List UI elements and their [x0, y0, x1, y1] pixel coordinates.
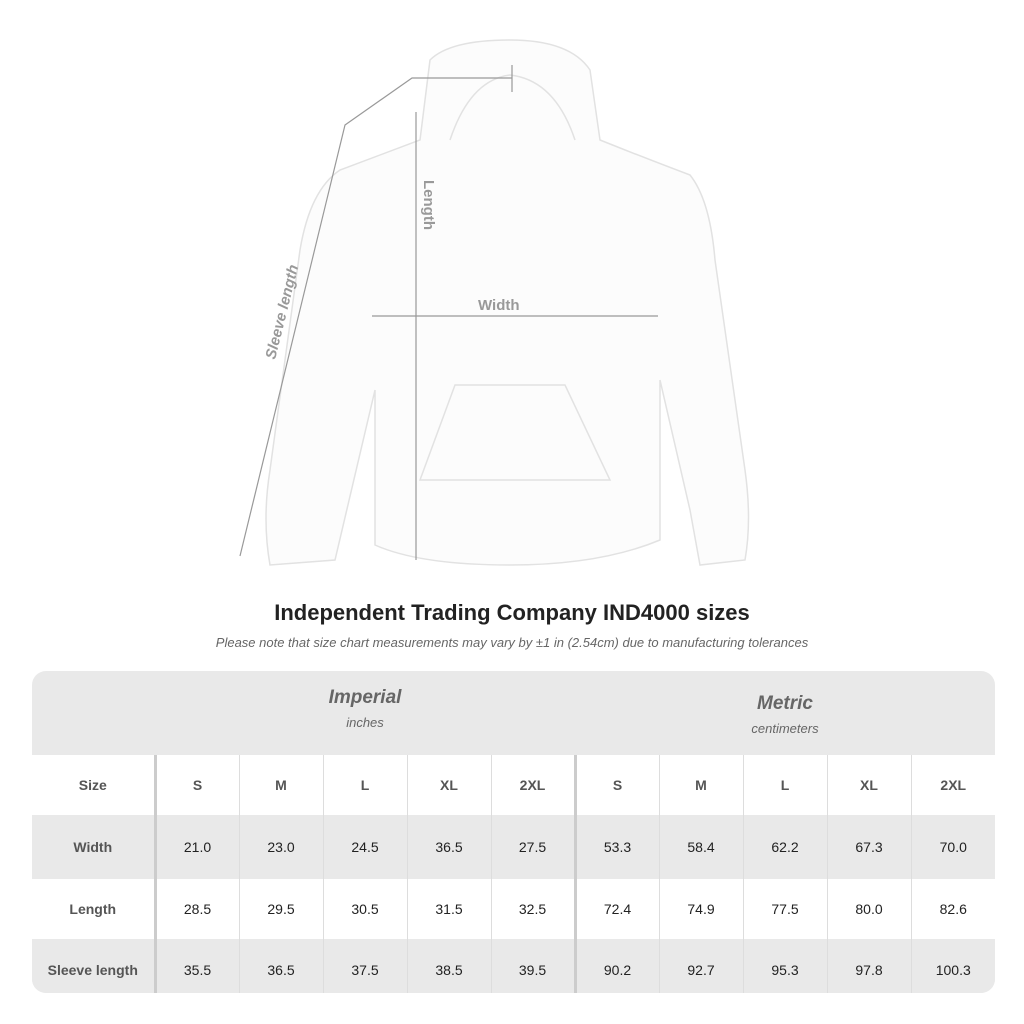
metric-cell: 77.5 — [742, 879, 827, 939]
imperial-cell: 31.5 — [406, 879, 491, 939]
size-header-row: Size S M L XL 2XL S M L XL 2XL — [32, 755, 995, 815]
row-label: Length — [32, 879, 157, 939]
metric-cell: 62.2 — [742, 815, 827, 879]
row-label: Width — [32, 815, 157, 879]
imperial-cell: 32.5 — [490, 879, 575, 939]
metric-unit: centimeters — [751, 721, 819, 736]
hoodie-diagram: Length Width Sleeve length — [239, 39, 750, 566]
imperial-cell: 36.5 — [406, 815, 491, 879]
imperial-cell: 38.5 — [406, 939, 491, 993]
page-title: Independent Trading Company IND4000 size… — [274, 600, 750, 625]
metric-cell: 67.3 — [826, 815, 911, 879]
row-label: Sleeve length — [32, 939, 157, 993]
metric-title: Metric — [757, 693, 813, 714]
metric-cell: 80.0 — [826, 879, 911, 939]
metric-cell: 58.4 — [658, 815, 743, 879]
table-row: Length 28.5 29.5 30.5 31.5 32.5 72.4 74.9 77.5 80… — [32, 879, 995, 939]
metric-cell: 72.4 — [573, 879, 659, 939]
size-grid: Size S M L XL 2XL S M L XL 2XL Width 21.0 23.0 24.5 36.… — [32, 755, 995, 993]
table-row: Width 21.0 23.0 24.5 36.5 27.5 53.3 58.4 62.2 67.… — [32, 815, 995, 879]
width-label: Width — [478, 297, 520, 314]
imperial-cell: 30.5 — [322, 879, 407, 939]
size-metric-XL: XL — [826, 755, 911, 815]
metric-cell: 100.3 — [910, 939, 995, 993]
imperial-cell: 27.5 — [490, 815, 575, 879]
metric-header: Metric centimeters — [575, 693, 995, 736]
size-imperial-2XL: 2XL — [490, 755, 575, 815]
imperial-unit: inches — [346, 715, 384, 730]
page-subtitle: Please note that size chart measurements… — [215, 635, 809, 650]
imperial-cell: 36.5 — [238, 939, 323, 993]
hoodie-hood-opening — [449, 74, 576, 141]
metric-cell: 95.3 — [742, 939, 827, 993]
size-imperial-L: L — [322, 755, 407, 815]
imperial-cell: 23.0 — [238, 815, 323, 879]
size-label: Size — [32, 755, 157, 815]
size-metric-S: S — [573, 755, 659, 815]
size-metric-2XL: 2XL — [910, 755, 995, 815]
size-metric-M: M — [658, 755, 743, 815]
imperial-title: Imperial — [328, 687, 402, 708]
metric-cell: 70.0 — [910, 815, 995, 879]
size-imperial-XL: XL — [406, 755, 491, 815]
imperial-cell: 28.5 — [154, 879, 239, 939]
size-imperial-S: S — [154, 755, 239, 815]
size-imperial-M: M — [238, 755, 323, 815]
hoodie-pocket — [418, 384, 612, 481]
imperial-header: Imperial inches — [155, 687, 575, 730]
size-metric-L: L — [742, 755, 827, 815]
metric-cell: 90.2 — [573, 939, 659, 993]
metric-cell: 74.9 — [658, 879, 743, 939]
metric-cell: 53.3 — [573, 815, 659, 879]
size-table: Imperial inches Metric centimeters Size S… — [32, 671, 995, 993]
metric-cell: 82.6 — [910, 879, 995, 939]
imperial-cell: 37.5 — [322, 939, 407, 993]
imperial-cell: 29.5 — [238, 879, 323, 939]
imperial-cell: 21.0 — [154, 815, 239, 879]
metric-cell: 92.7 — [658, 939, 743, 993]
imperial-cell: 35.5 — [154, 939, 239, 993]
imperial-cell: 39.5 — [490, 939, 575, 993]
sleeve-line — [239, 77, 512, 557]
length-label: Length — [420, 180, 437, 230]
hoodie-body — [265, 39, 750, 566]
imperial-cell: 24.5 — [322, 815, 407, 879]
metric-cell: 97.8 — [826, 939, 911, 993]
table-row: Sleeve length 35.5 36.5 37.5 38.5 39.5 90.2 92.… — [32, 939, 995, 993]
